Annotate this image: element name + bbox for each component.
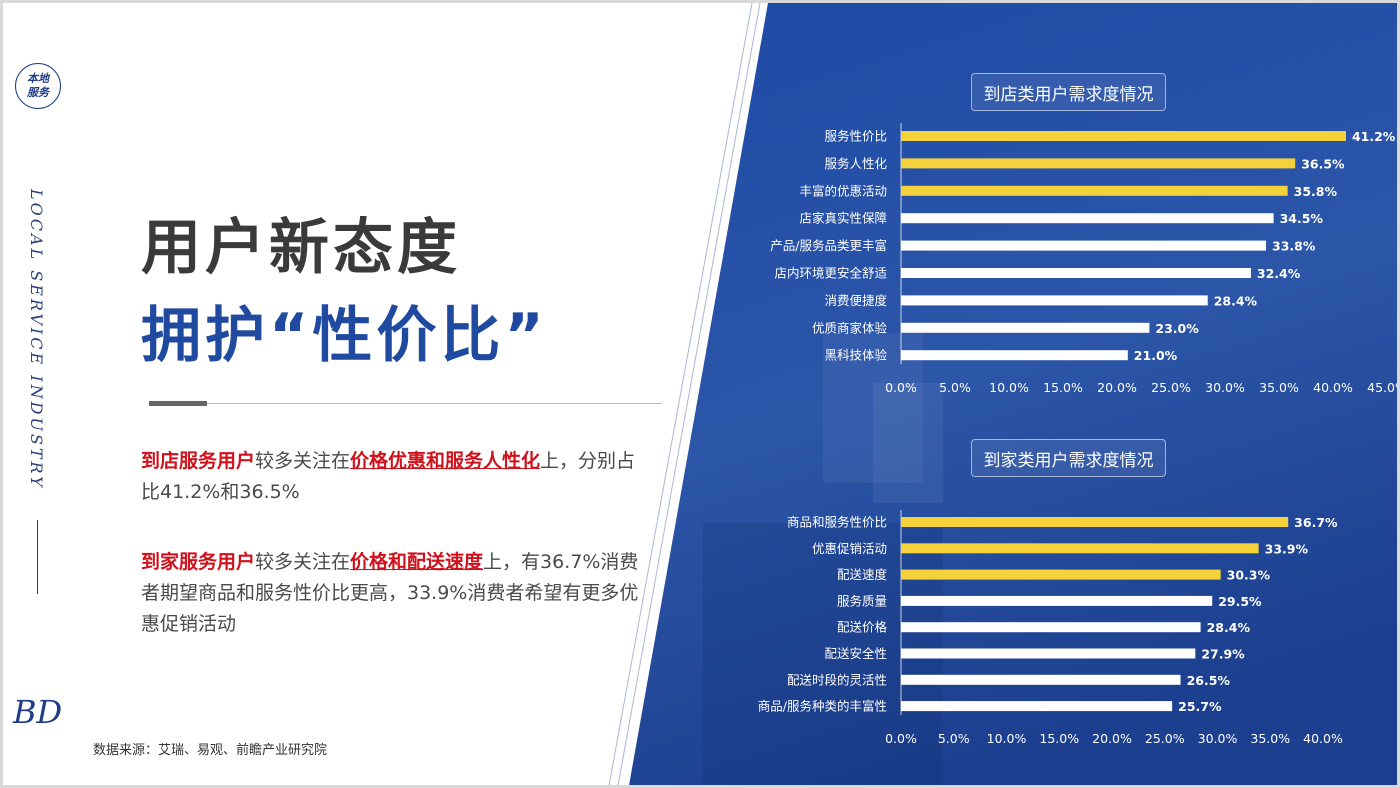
chart1-x-tick-label: 45.0% (1367, 380, 1400, 395)
chart1-x-tick-label: 25.0% (1151, 380, 1191, 395)
chart2-bar (901, 543, 1259, 554)
chart2-x-tick-label: 15.0% (1039, 731, 1079, 746)
chart2-value-label: 33.9% (1265, 541, 1309, 556)
chart1-x-tick-label: 40.0% (1313, 380, 1353, 395)
chart2-category-label: 商品/服务种类的丰富性 (758, 699, 887, 714)
chart1-value-label: 21.0% (1134, 348, 1178, 363)
chart1-bar (901, 295, 1208, 306)
chart2-value-label: 27.9% (1201, 647, 1245, 662)
chart2-category-label: 配送价格 (837, 620, 888, 635)
paragraph-in-store: 到店服务用户较多关注在价格优惠和服务人性化上，分别占比41.2%和36.5% (141, 446, 641, 508)
para2-highlight-subject: 到家服务用户 (141, 551, 256, 573)
chart2-x-tick-label: 5.0% (938, 731, 970, 746)
chart2-x-tick-label: 25.0% (1145, 731, 1185, 746)
chart2-value-label: 29.5% (1218, 594, 1262, 609)
chart2-bar (901, 648, 1196, 659)
chart2-value-label: 25.7% (1178, 699, 1222, 714)
chart2-value-label: 28.4% (1207, 620, 1251, 635)
chart1-value-label: 32.4% (1257, 266, 1301, 281)
chart1-title: 到店类用户需求度情况 (971, 73, 1166, 111)
para1-highlight-focus: 价格优惠和服务人性化 (350, 450, 541, 472)
chart1-bar (901, 131, 1346, 141)
side-divider (37, 520, 38, 594)
chart1-category-label: 优质商家体验 (812, 320, 888, 335)
chart1-category-label: 服务性价比 (824, 129, 887, 144)
chart1-category-label: 丰富的优惠活动 (799, 183, 887, 198)
chart1-category-label: 产品/服务品类更丰富 (770, 238, 887, 253)
badge-line2: 服务 (27, 86, 49, 99)
chart2-value-label: 30.3% (1227, 568, 1271, 583)
paragraph-delivery: 到家服务用户较多关注在价格和配送速度上，有36.7%消费者期望商品和服务性价比更… (141, 547, 641, 640)
chart2-category-label: 优惠促销活动 (812, 541, 887, 556)
bd-logo: BD (13, 693, 63, 731)
para1-tail: 上，分别占比41.2%和36.5% (141, 450, 636, 503)
chart1-bar (901, 158, 1296, 169)
para2-mid: 较多关注在 (255, 551, 351, 573)
chart2-category-label: 配送速度 (837, 567, 888, 582)
chart2-bar (901, 674, 1181, 685)
chart1-value-label: 33.8% (1272, 239, 1316, 254)
chart1-value-label: 28.4% (1214, 293, 1258, 308)
para2-highlight-focus: 价格和配送速度 (350, 551, 484, 573)
chart2-x-tick-label: 20.0% (1092, 731, 1132, 746)
chart1-bar (901, 213, 1274, 224)
chart1-x-tick-label: 35.0% (1259, 380, 1299, 395)
data-source: 数据来源：艾瑞、易观、前瞻产业研究院 (93, 743, 328, 758)
page-title-line2: 拥护“性价比” (141, 301, 548, 371)
chart2-x-tick-label: 35.0% (1250, 731, 1290, 746)
chart2-title: 到家类用户需求度情况 (971, 439, 1166, 477)
chart1-bar (901, 268, 1251, 278)
chart2-x-tick-label: 40.0% (1303, 731, 1343, 746)
para1-mid: 较多关注在 (255, 450, 351, 472)
chart2-category-label: 配送时段的灵活性 (787, 672, 887, 687)
title-underline-accent (149, 401, 207, 406)
chart1-x-tick-label: 20.0% (1097, 380, 1137, 395)
side-vertical-text: LOCAL SERVICE INDUSTRY (27, 189, 46, 490)
chart1-bar (901, 322, 1150, 333)
local-service-badge: 本地 服务 (15, 63, 61, 109)
chart1-x-tick-label: 0.0% (885, 380, 917, 395)
chart2-bar (901, 517, 1289, 527)
para1-highlight-subject: 到店服务用户 (141, 450, 256, 472)
title-underline (207, 403, 662, 404)
chart2-x-tick-label: 0.0% (885, 731, 917, 746)
chart2-category-label: 商品和服务性价比 (787, 515, 887, 530)
chart1-x-tick-label: 30.0% (1205, 380, 1245, 395)
chart1-value-label: 35.8% (1294, 184, 1338, 199)
chart1-value-label: 23.0% (1155, 321, 1199, 336)
chart1-category-label: 黑科技体验 (824, 348, 887, 363)
chart2-category-label: 配送安全性 (824, 646, 887, 661)
chart2-value-label: 26.5% (1187, 673, 1231, 688)
chart1-bar (901, 350, 1128, 361)
chart1-category-label: 消费便捷度 (824, 293, 887, 308)
chart2-bar (901, 569, 1221, 580)
chart2-bar (901, 622, 1201, 633)
chart1-x-tick-label: 5.0% (939, 380, 971, 395)
charts-svg: 服务性价比 41.2% 服务人性化 36.5% 丰富的优惠活动 35.8% 店家真实性保障 3… (758, 123, 1400, 746)
chart1-category-label: 店内环境更安全舒适 (774, 266, 887, 281)
chart1-value-label: 41.2% (1352, 129, 1396, 144)
chart1-x-tick-label: 10.0% (989, 380, 1029, 395)
badge-line1: 本地 (27, 72, 49, 85)
chart1-bar (901, 185, 1288, 196)
chart2-bar (901, 701, 1173, 712)
chart1-category-label: 服务人性化 (824, 156, 887, 171)
chart2-bar (901, 595, 1213, 606)
para2-tail: 上，有36.7%消费者期望商品和服务性价比更高，33.9%消费者希望有更多优惠促… (141, 551, 639, 635)
chart1-value-label: 34.5% (1280, 211, 1324, 226)
chart2-x-tick-label: 30.0% (1198, 731, 1238, 746)
chart1-x-tick-label: 15.0% (1043, 380, 1083, 395)
chart2-x-tick-label: 10.0% (987, 731, 1027, 746)
chart1-category-label: 店家真实性保障 (799, 211, 887, 226)
chart2-category-label: 服务质量 (837, 593, 887, 608)
page-title-line1: 用户新态度 (141, 213, 461, 283)
chart1-bar (901, 240, 1267, 251)
chart1-value-label: 36.5% (1301, 156, 1345, 171)
chart2-value-label: 36.7% (1294, 515, 1338, 530)
